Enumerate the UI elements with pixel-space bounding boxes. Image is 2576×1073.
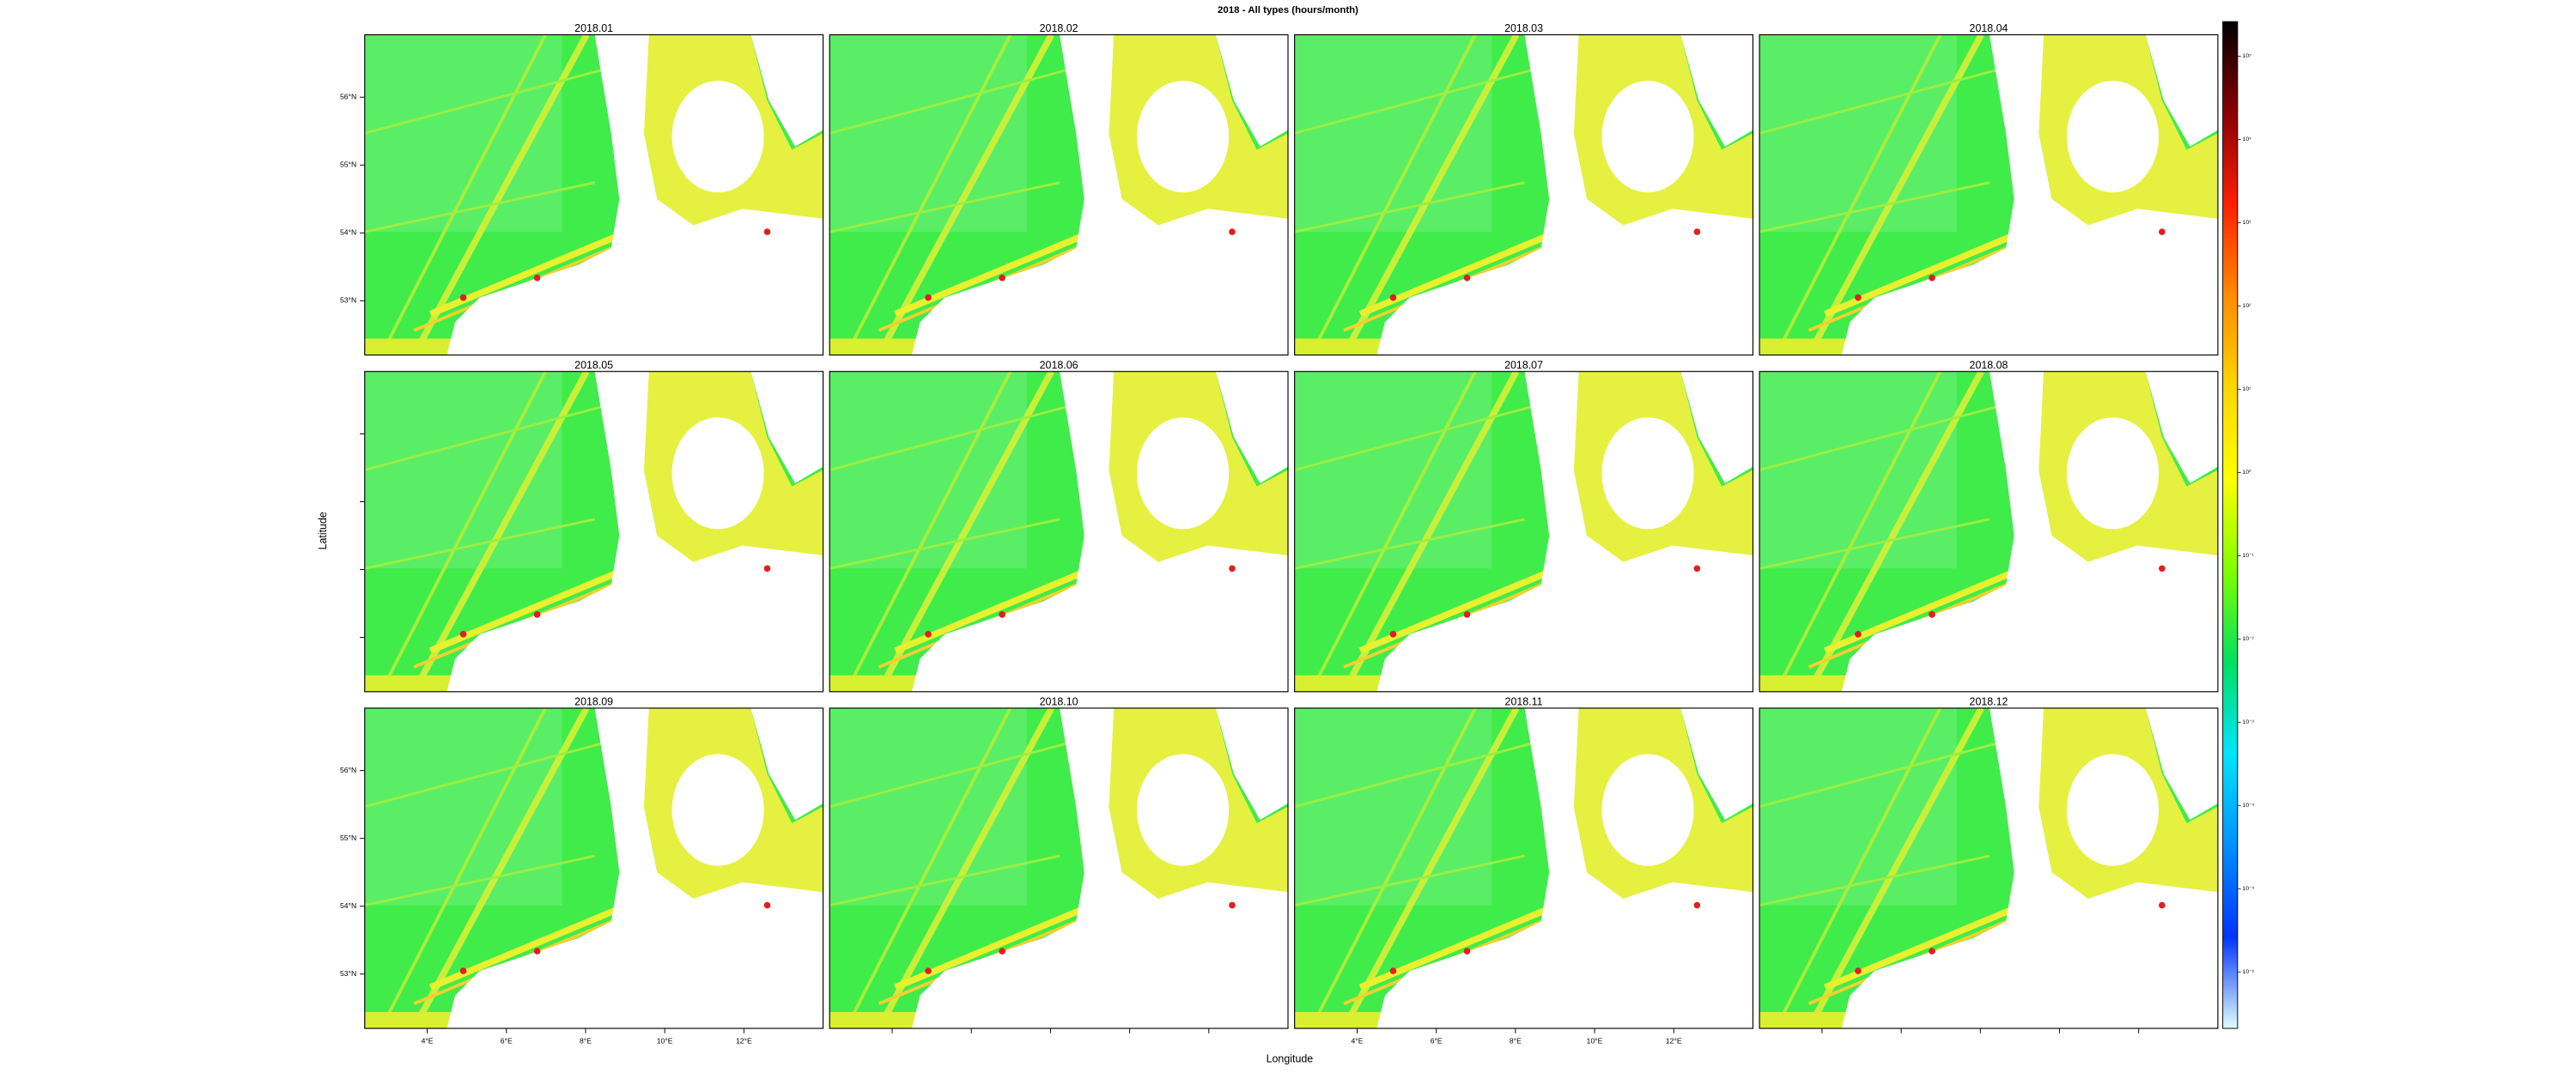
x-tick-label: 6°E: [1431, 1037, 1443, 1046]
y-tick-label: 56°N: [340, 766, 356, 774]
y-tick-label: 53°N: [340, 296, 356, 305]
colorbar-tick-label: 10⁻²: [2243, 636, 2255, 642]
panel-title: 2018.06: [1040, 359, 1078, 371]
panel-border: [1759, 707, 2219, 1029]
panel-border: [829, 33, 1289, 356]
colorbar-tick-label: 10³: [2243, 220, 2251, 226]
panel-border: [364, 33, 824, 356]
panel-border: [364, 371, 824, 693]
x-tick-label: 4°E: [422, 1037, 434, 1046]
map-panel: [1295, 34, 1753, 355]
colorbar-tick-label: 10²: [2243, 303, 2251, 309]
map-panel: [1759, 34, 2218, 355]
panel-title: 2018.08: [1970, 359, 2008, 371]
map-panel: [829, 708, 1288, 1028]
map-panel: [1295, 708, 1753, 1028]
colorbar-tick-label: 10⁻⁵: [2243, 886, 2255, 892]
panel-border: [1294, 33, 1754, 356]
panel-title: 2018.03: [1504, 22, 1543, 34]
y-tick-label: 54°N: [340, 228, 356, 237]
map-panel: [365, 708, 823, 1028]
colorbar: [2222, 21, 2239, 1029]
map-panel: [829, 372, 1288, 692]
colorbar-tick-label: 10⁻¹: [2243, 553, 2255, 559]
panel-border: [1294, 371, 1754, 693]
panel-border: [364, 707, 824, 1029]
panel-title: 2018.02: [1040, 22, 1078, 34]
panel-border: [829, 371, 1289, 693]
x-tick-label: 12°E: [736, 1037, 752, 1046]
colorbar-tick-label: 10⁵: [2243, 53, 2251, 59]
y-tick-label: 55°N: [340, 161, 356, 169]
x-tick-label: 8°E: [1510, 1037, 1522, 1046]
x-tick-label: 6°E: [501, 1037, 513, 1046]
map-panel: [365, 372, 823, 692]
panel-title: 2018.01: [574, 22, 613, 34]
y-tick-label: 55°N: [340, 834, 356, 842]
y-tick-label: 56°N: [340, 92, 356, 100]
y-tick-label: 53°N: [340, 969, 356, 978]
panel-border: [1759, 33, 2219, 356]
colorbar-tick-label: 10⁻⁶: [2243, 969, 2255, 975]
panel-title: 2018.11: [1505, 696, 1543, 708]
colorbar-tick-label: 10⁻³: [2243, 719, 2255, 725]
y-tick-label: 54°N: [340, 901, 356, 910]
x-tick-label: 10°E: [1587, 1037, 1603, 1046]
x-axis-label: Longitude: [1267, 1053, 1314, 1065]
panel-border: [1294, 707, 1754, 1029]
panel-title: 2018.05: [574, 359, 613, 371]
panel-title: 2018.09: [574, 696, 613, 708]
panel-title: 2018.12: [1970, 696, 2008, 708]
figure-title: 2018 - All types (hours/month): [1218, 5, 1358, 15]
x-tick-label: 4°E: [1352, 1037, 1364, 1046]
y-axis-label: Latitude: [317, 512, 329, 549]
colorbar-tick-label: 10¹: [2243, 386, 2251, 392]
panel-title: 2018.07: [1504, 359, 1543, 371]
panel-border: [829, 707, 1289, 1029]
colorbar-tick-label: 10⁰: [2243, 469, 2251, 476]
map-panel: [1759, 372, 2218, 692]
x-tick-label: 12°E: [1666, 1037, 1682, 1046]
x-tick-label: 8°E: [580, 1037, 592, 1046]
panel-title: 2018.10: [1040, 696, 1078, 708]
map-panel: [1759, 708, 2218, 1028]
colorbar-tick-label: 10⁴: [2243, 136, 2251, 142]
x-tick-label: 10°E: [657, 1037, 673, 1046]
panel-title: 2018.04: [1970, 22, 2008, 34]
map-panel: [829, 34, 1288, 355]
map-panel: [1295, 372, 1753, 692]
panel-border: [1759, 371, 2219, 693]
map-panel: [365, 34, 823, 355]
colorbar-tick-label: 10⁻⁴: [2243, 803, 2255, 809]
